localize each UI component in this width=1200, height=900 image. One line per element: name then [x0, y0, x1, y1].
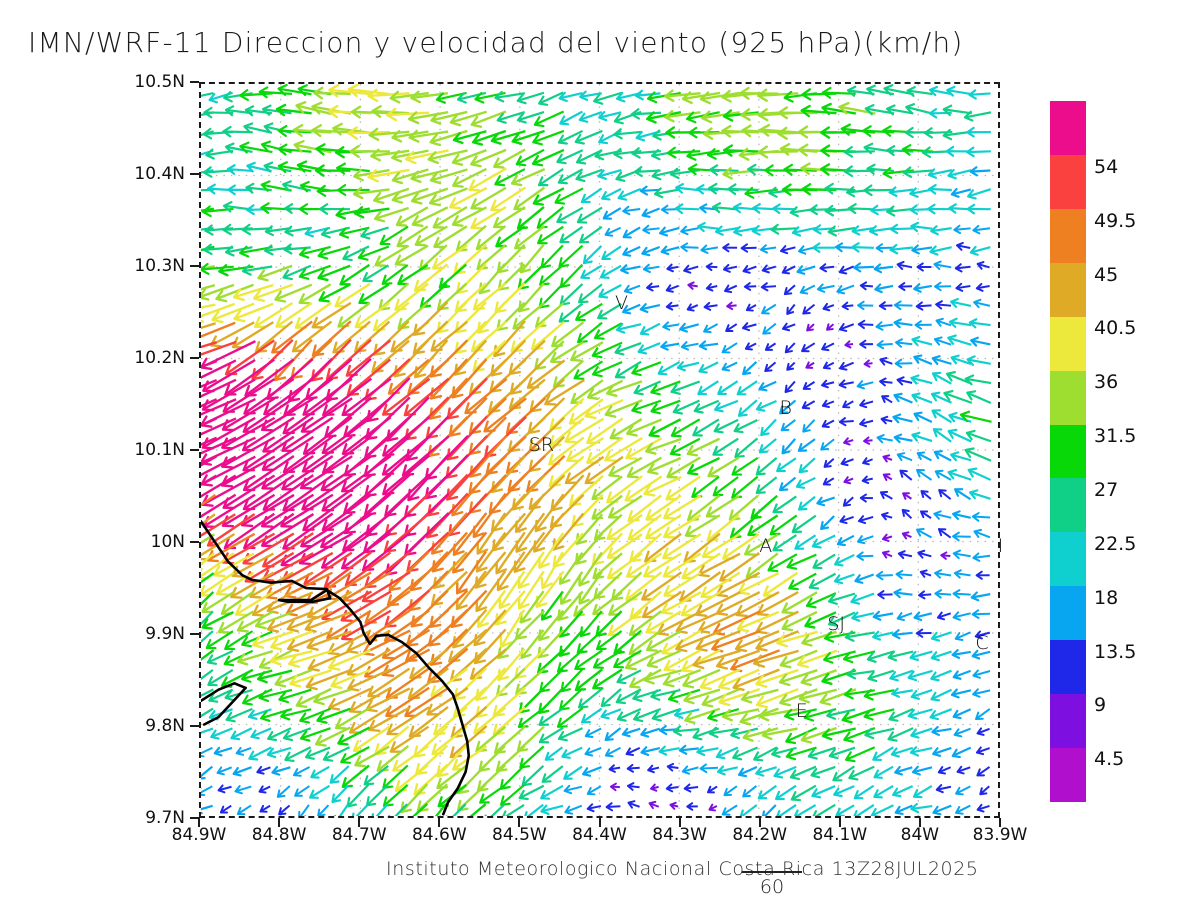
y-axis-label: 10.3N — [134, 256, 185, 276]
x-axis-tick — [999, 818, 1001, 827]
colorbar-band — [1050, 316, 1086, 371]
y-axis-label: 9.8N — [145, 716, 185, 736]
colorbar-band — [1050, 477, 1086, 533]
station-label-i: I — [997, 534, 1004, 557]
reference-vector-label: 60 — [759, 876, 785, 898]
colorbar-tick-label: 9 — [1094, 694, 1107, 717]
x-axis-tick — [438, 818, 441, 827]
reference-vector-line — [742, 871, 802, 873]
x-axis-tick — [198, 818, 200, 827]
y-axis-label: 10.1N — [134, 440, 185, 460]
colorbar-band — [1050, 154, 1086, 210]
y-axis-tick — [190, 817, 199, 819]
colorbar-tick-label: 18 — [1094, 586, 1119, 609]
y-axis-tick — [190, 541, 199, 543]
x-axis-label: 84.4W — [572, 825, 627, 845]
colorbar-tick-label: 4.5 — [1094, 748, 1125, 771]
x-axis-tick — [518, 818, 521, 827]
x-axis-tick — [598, 818, 601, 827]
colorbar-tick-label: 45 — [1094, 263, 1119, 286]
x-axis-tick — [758, 818, 761, 827]
footer-credit: Instituto Meteorologico Nacional Costa R… — [386, 858, 979, 880]
page-title: IMN/WRF-11 Direccion y velocidad del vie… — [28, 26, 964, 59]
y-axis-tick — [190, 265, 199, 267]
colorbar-tick-label: 54 — [1094, 155, 1119, 178]
x-axis-tick — [678, 818, 681, 827]
colorbar-band — [1050, 531, 1086, 587]
y-axis-label: 10.2N — [134, 348, 185, 368]
x-axis-label: 84.5W — [492, 825, 547, 845]
colorbar-tick-label: 49.5 — [1094, 209, 1137, 232]
colorbar-tick-label: 31.5 — [1094, 425, 1137, 448]
coastline-layer — [201, 520, 471, 816]
y-axis-label: 10.4N — [134, 164, 185, 184]
colorbar-tick-label: 40.5 — [1094, 317, 1137, 340]
x-axis-tick — [278, 818, 281, 827]
colorbar-band — [1050, 747, 1086, 802]
y-axis-label: 9.9N — [145, 624, 185, 644]
y-axis-tick — [190, 633, 199, 635]
colorbar-band — [1050, 424, 1086, 479]
x-axis-label: 84.7W — [331, 825, 387, 845]
colorbar-band — [1050, 262, 1086, 317]
x-axis-tick — [918, 818, 921, 827]
y-axis-tick — [190, 81, 199, 83]
x-axis-label: 84.6W — [411, 825, 467, 845]
colorbar-band — [1050, 370, 1086, 425]
y-axis-tick — [190, 449, 199, 451]
x-axis-label: 84.8W — [251, 825, 307, 845]
colorbar-band — [1050, 639, 1086, 694]
x-axis-label: 84.3W — [652, 825, 707, 845]
colorbar-tick-label: 27 — [1094, 478, 1119, 501]
y-axis-tick — [190, 725, 199, 727]
x-axis-label: 84.9W — [171, 825, 227, 845]
colorbar-band — [1050, 585, 1086, 640]
y-axis-tick — [190, 173, 199, 175]
colorbar-tick-label: 13.5 — [1094, 640, 1137, 663]
x-axis-tick — [358, 818, 361, 827]
x-axis-label: 84W — [900, 825, 940, 845]
x-axis-label: 84.2W — [732, 825, 788, 845]
colorbar-tick-label: 36 — [1094, 371, 1119, 394]
colorbar-band — [1050, 693, 1086, 748]
y-axis-tick — [190, 357, 199, 359]
colorbar-tick-label: 22.5 — [1094, 532, 1137, 555]
colorbar-band — [1050, 101, 1086, 156]
y-axis-label: 10N — [150, 532, 185, 552]
x-axis-label: 83.9W — [972, 825, 1028, 845]
y-axis-label: 10.5N — [134, 72, 185, 92]
wind-map-plot: V SR B A SJ C I E — [199, 82, 1003, 818]
x-axis-label: 84.1W — [812, 825, 868, 845]
colorbar-band — [1050, 208, 1086, 264]
colorbar — [1050, 101, 1086, 802]
y-axis-label: 9.7N — [145, 808, 185, 828]
x-axis-tick — [838, 818, 841, 827]
